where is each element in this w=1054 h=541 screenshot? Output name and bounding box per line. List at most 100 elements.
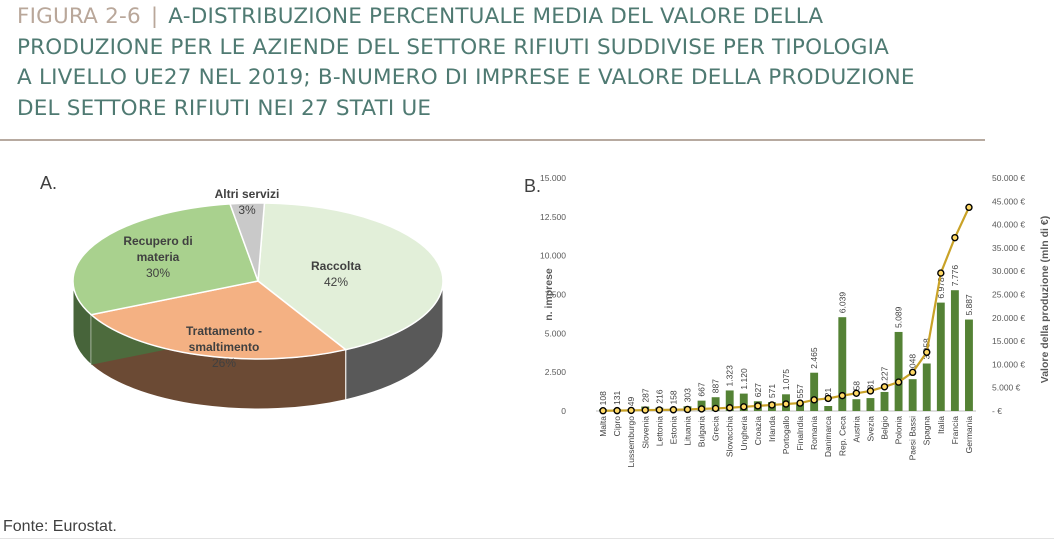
pie-chart: Raccolta 42% Trattamento - smaltimento 26% Re… bbox=[72, 187, 444, 410]
bar-value-label: 557 bbox=[795, 384, 805, 398]
title-line-2: PRODUZIONE PER LE AZIENDE DEL SETTORE RI… bbox=[17, 34, 890, 60]
bar bbox=[866, 398, 875, 411]
x-tick-label: Austria bbox=[851, 416, 861, 443]
y2-tick-label: 15.000 € bbox=[992, 336, 1025, 346]
pie-label-text: materia bbox=[137, 250, 180, 264]
bar bbox=[950, 290, 959, 411]
bar-value-label: 887 bbox=[711, 379, 721, 393]
y2-axis-title: Valore della produzione (mln di €) bbox=[1039, 216, 1050, 383]
bar bbox=[880, 391, 889, 411]
bar-value-label: 303 bbox=[682, 388, 692, 402]
x-tick-label: Romania bbox=[809, 416, 819, 450]
pie-pct-label: 26% bbox=[212, 356, 236, 370]
pie-label-1: Trattamento - smaltimento 26% bbox=[186, 324, 262, 370]
line-point bbox=[768, 401, 776, 409]
title-text-1: A-DISTRIBUZIONE PERCENTUALE MEDIA DEL VA… bbox=[168, 4, 824, 29]
title-line-3: A LIVELLO UE27 NEL 2019; B-NUMERO DI IMP… bbox=[17, 65, 915, 90]
bar bbox=[852, 399, 861, 411]
title-line-4: DEL SETTORE RIFIUTI NEI 27 STATI UE bbox=[17, 95, 432, 121]
pie-pct-label: 3% bbox=[238, 203, 256, 217]
x-tick-label: Danimarca bbox=[823, 416, 833, 457]
bar-value-label: 287 bbox=[640, 388, 650, 402]
source-note: Fonte: Eurostat. bbox=[3, 518, 117, 535]
bar-value-label: 7.776 bbox=[950, 265, 960, 287]
x-tick-label: Svezia bbox=[865, 416, 875, 442]
bar-value-label: 758 bbox=[851, 381, 861, 395]
y-tick-label: 0 bbox=[561, 406, 566, 416]
x-tick-label: Lettonia bbox=[654, 416, 664, 447]
bar bbox=[824, 406, 833, 411]
bar-value-label: 6.978 bbox=[936, 277, 946, 299]
y2-tick-label: - € bbox=[992, 406, 1002, 416]
x-tick-label: Grecia bbox=[711, 416, 721, 441]
bar bbox=[922, 363, 931, 411]
x-tick-label: Malta bbox=[598, 416, 608, 437]
pie-label-3: Altri servizi 3% bbox=[215, 187, 280, 217]
bar bbox=[725, 390, 734, 411]
figure-title: FIGURA 2-6 | A-DISTRIBUZIONE PERCENTUALE M… bbox=[17, 2, 1017, 124]
x-tick-label: Francia bbox=[950, 416, 960, 445]
bar bbox=[894, 331, 903, 411]
bar bbox=[936, 302, 945, 411]
line-point bbox=[965, 203, 973, 212]
bar-value-label: 2.465 bbox=[809, 347, 819, 369]
bar-value-label: 131 bbox=[612, 391, 622, 405]
x-tick-label: Rep. Ceca bbox=[837, 416, 847, 456]
bar-value-label: 667 bbox=[697, 382, 707, 396]
x-tick-label: Italia bbox=[936, 416, 946, 434]
pie-label-2: Recupero di materia 30% bbox=[123, 234, 192, 280]
pie-label-text: Altri servizi bbox=[215, 187, 280, 201]
line-point bbox=[880, 383, 889, 391]
y2-tick-label: 20.000 € bbox=[992, 313, 1025, 323]
bottom-divider bbox=[0, 538, 1054, 539]
x-tick-label: Slovenia bbox=[640, 416, 650, 449]
title-divider bbox=[0, 139, 985, 141]
y-tick-label: 7.500 bbox=[545, 290, 567, 300]
x-tick-label: Portogallo bbox=[781, 416, 791, 455]
bar bbox=[810, 372, 819, 411]
bar-value-label: 1.227 bbox=[880, 366, 890, 388]
y2-tick-label: 35.000 € bbox=[992, 243, 1025, 253]
line-point bbox=[669, 406, 678, 414]
x-tick-label: Lussemburgo bbox=[626, 416, 636, 468]
pie-label-text: smaltimento bbox=[189, 340, 260, 354]
bar bbox=[739, 393, 748, 411]
bar-value-label: 49 bbox=[626, 397, 636, 407]
line-point bbox=[796, 399, 804, 407]
line-point bbox=[951, 233, 959, 242]
x-tick-label: Paesi Bassi bbox=[908, 416, 918, 461]
y2-tick-label: 50.000 € bbox=[992, 173, 1025, 183]
pie-label-text: Raccolta bbox=[311, 259, 361, 273]
bar-value-label: 216 bbox=[654, 389, 664, 403]
line-point bbox=[866, 387, 875, 395]
line-point bbox=[655, 406, 664, 414]
panel-a-label: A. bbox=[40, 173, 58, 193]
pie-slice bbox=[257, 202, 444, 351]
line-point bbox=[908, 368, 917, 377]
pie-slice bbox=[228, 202, 266, 282]
x-tick-label: Spagna bbox=[922, 416, 932, 446]
x-tick-label: Finalndia bbox=[795, 416, 805, 451]
line-point bbox=[683, 405, 692, 414]
line-point bbox=[599, 407, 607, 415]
line-point bbox=[613, 406, 621, 415]
line-point bbox=[810, 396, 818, 404]
x-tick-label: Ungheria bbox=[739, 416, 749, 451]
pie-slice bbox=[89, 280, 348, 360]
bar bbox=[965, 319, 973, 411]
y2-tick-label: 45.000 € bbox=[992, 196, 1025, 206]
line-point bbox=[627, 406, 635, 415]
line-point bbox=[697, 405, 706, 413]
line-point bbox=[838, 391, 846, 400]
x-tick-label: Irlanda bbox=[767, 416, 777, 442]
bar-line-chart: 0 2.500 5.000 7.500 10.000 12.500 15.000 - € 5.0… bbox=[540, 173, 1050, 468]
x-tick-label: Lituania bbox=[682, 416, 692, 446]
line-point bbox=[711, 404, 720, 413]
pie-pct-label: 30% bbox=[146, 266, 170, 280]
y2-tick-label: 10.000 € bbox=[992, 359, 1025, 369]
x-tick-label: Slovacchia bbox=[725, 416, 735, 457]
figure-label: FIGURA 2-6 bbox=[17, 4, 141, 29]
x-tick-label: Germania bbox=[964, 416, 974, 454]
bar bbox=[838, 317, 847, 411]
x-tick-label: Cipro bbox=[612, 416, 622, 437]
